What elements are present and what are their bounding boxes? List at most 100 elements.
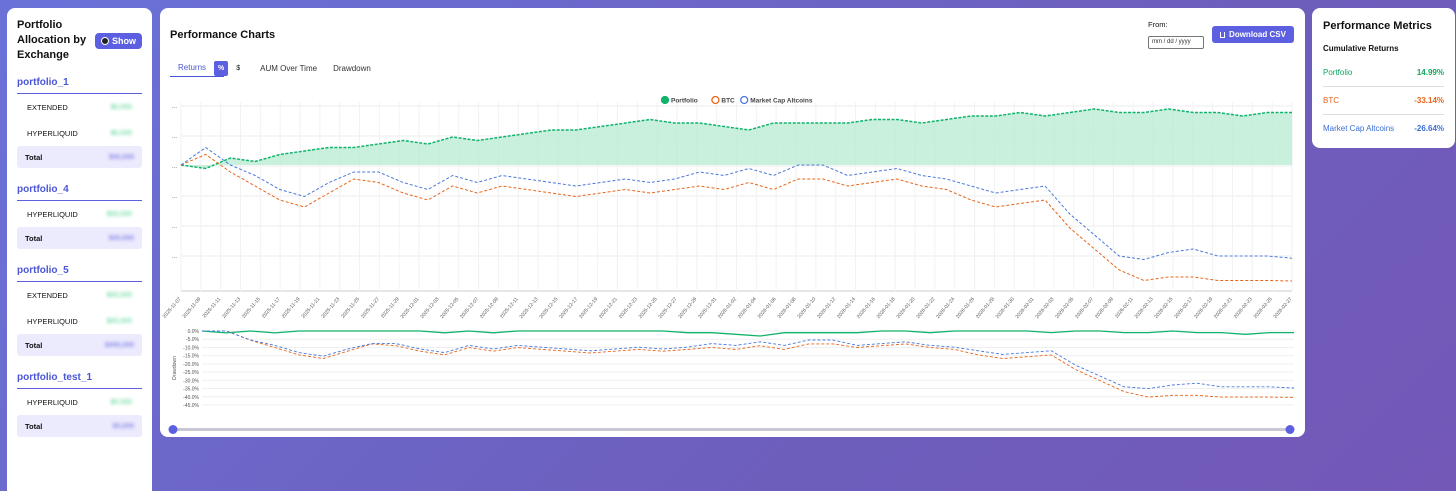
x-tick-label: 2025-12-09: [479, 296, 500, 320]
chart-tabs: Returns % $ AUM Over Time Drawdown: [170, 59, 379, 77]
dd-y-tick-label: -45.0%: [183, 403, 199, 409]
exchange-value: $00,000: [106, 317, 132, 325]
x-tick-label: 2025-12-19: [578, 296, 599, 320]
x-tick-label: 2025-11-21: [301, 296, 322, 319]
portfolio-name: portfolio_test_1: [17, 372, 142, 389]
metric-value: -33.14%: [1414, 96, 1444, 105]
dd-y-tick-label: 0.0%: [188, 329, 200, 335]
x-tick-label: 2025-12-31: [697, 296, 718, 320]
dd-y-tick-label: -40.0%: [183, 395, 199, 401]
metric-label: Portfolio: [1323, 68, 1353, 77]
x-tick-label: 2025-12-23: [618, 296, 639, 320]
series-line-0: [180, 108, 1292, 170]
y-tick-label: ...: [172, 254, 177, 260]
x-tick-label: 2026-02-11: [1114, 296, 1135, 319]
x-tick-label: 2026-01-12: [816, 296, 837, 320]
metric-value: -26.64%: [1414, 124, 1444, 133]
dd-y-tick-label: -20.0%: [183, 362, 199, 368]
x-tick-label: 2025-11-17: [261, 296, 282, 319]
x-tick-label: 2025-12-07: [459, 296, 480, 320]
download-label: Download CSV: [1229, 30, 1286, 39]
metrics-panel: Performance Metrics Cumulative Returns P…: [1312, 8, 1455, 148]
unit-dollar[interactable]: $: [236, 64, 241, 72]
dd-y-tick-label: -10.0%: [183, 345, 199, 351]
x-tick-label: 2026-01-28: [975, 296, 996, 320]
x-tick-label: 2026-02-07: [1074, 296, 1095, 320]
x-tick-label: 2026-02-19: [1193, 296, 1214, 320]
total-value: $000,000: [104, 341, 134, 349]
unit-percent[interactable]: %: [214, 60, 229, 76]
metrics-title: Performance Metrics: [1323, 20, 1432, 32]
range-track: [172, 428, 1294, 431]
x-tick-label: 2026-01-04: [737, 296, 758, 320]
y-tick-label: ...: [172, 194, 177, 200]
exchange-row: HYPERLIQUID $00,000: [17, 201, 142, 227]
x-tick-label: 2025-11-25: [340, 296, 361, 319]
portfolio-list: portfolio_1 EXTENDED $0,000 HYPERLIQUID $0,0…: [17, 77, 142, 437]
x-tick-label: 2026-01-02: [717, 296, 738, 320]
dd-y-tick-label: -15.0%: [183, 354, 199, 360]
x-tick-label: 2026-02-05: [1054, 296, 1075, 320]
show-label: Show: [112, 36, 136, 46]
x-tick-label: 2025-12-11: [499, 296, 520, 319]
x-tick-label: 2026-01-16: [856, 296, 877, 320]
dd-y-tick-label: -25.0%: [183, 370, 199, 376]
x-tick-label: 2025-12-01: [400, 296, 421, 320]
range-handle-start[interactable]: [168, 425, 178, 434]
x-tick-label: 2025-12-29: [677, 296, 698, 320]
tab-returns[interactable]: Returns: [170, 59, 225, 77]
tab-aum[interactable]: AUM Over Time: [260, 63, 318, 73]
y-tick-label: ...: [172, 104, 177, 110]
exchange-name: HYPERLIQUID: [27, 316, 78, 326]
x-tick-label: 2026-01-26: [955, 296, 976, 320]
dd-y-tick-label: -30.0%: [183, 378, 199, 384]
total-value: $0,000: [112, 422, 134, 430]
x-tick-label: 2026-02-09: [1094, 296, 1115, 320]
x-tick-label: 2026-02-27: [1272, 296, 1293, 320]
exchange-value: $0,000: [110, 103, 132, 111]
download-csv-button[interactable]: Download CSV: [1212, 26, 1294, 43]
metrics-subtitle: Cumulative Returns: [1323, 44, 1399, 53]
tab-drawdown[interactable]: Drawdown: [333, 63, 371, 73]
total-row: Total $00,000: [17, 146, 142, 168]
x-tick-label: 2025-11-23: [320, 296, 341, 319]
metrics-list: Portfolio 14.99% BTC -33.14% Market Cap Altc…: [1323, 59, 1444, 142]
dd-y-tick-label: -5.0%: [186, 337, 200, 343]
x-tick-label: 2025-12-03: [419, 296, 440, 320]
exchange-name: HYPERLIQUID: [27, 209, 78, 219]
total-row: Total $000,000: [17, 334, 142, 356]
x-tick-label: 2026-02-15: [1153, 296, 1174, 320]
total-label: Total: [25, 152, 43, 162]
x-tick-label: 2025-11-11: [202, 296, 223, 319]
total-value: $00,000: [108, 234, 134, 242]
x-tick-label: 2025-12-13: [519, 296, 540, 320]
dd-y-tick-label: -35.0%: [183, 387, 199, 393]
portfolio-name: portfolio_1: [17, 77, 142, 94]
x-tick-label: 2025-11-19: [281, 296, 302, 319]
exchange-row: HYPERLIQUID $0,000: [17, 120, 142, 146]
from-date-input[interactable]: mm / dd / yyyy: [1148, 36, 1204, 49]
exchange-name: EXTENDED: [27, 290, 68, 300]
exchange-row: HYPERLIQUID $00,000: [17, 308, 142, 334]
x-tick-label: 2025-11-15: [241, 296, 262, 319]
allocation-panel: Portfolio Allocation by Exchange Show po…: [7, 8, 152, 491]
legend-label: Portfolio: [671, 98, 698, 105]
exchange-value: $0,000: [110, 398, 132, 406]
exchange-row: HYPERLIQUID $0,000: [17, 389, 142, 415]
total-row: Total $00,000: [17, 227, 142, 249]
x-tick-label: 2026-01-08: [777, 296, 798, 320]
charts-title: Performance Charts: [170, 29, 276, 41]
exchange-value: $00,000: [106, 291, 132, 299]
dd-series-line-2: [202, 330, 1295, 390]
series-line-1: [180, 153, 1293, 282]
range-handle-end[interactable]: [1285, 425, 1295, 434]
exchange-value: $0,000: [110, 129, 132, 137]
x-tick-label: 2026-01-10: [796, 296, 817, 320]
exchange-row: EXTENDED $0,000: [17, 94, 142, 120]
y-tick-label: ...: [172, 134, 177, 140]
download-icon: [1220, 31, 1226, 38]
show-button[interactable]: Show: [95, 33, 142, 49]
total-label: Total: [25, 233, 43, 243]
x-tick-label: 2026-01-14: [836, 296, 857, 320]
metric-value: 14.99%: [1416, 68, 1444, 77]
